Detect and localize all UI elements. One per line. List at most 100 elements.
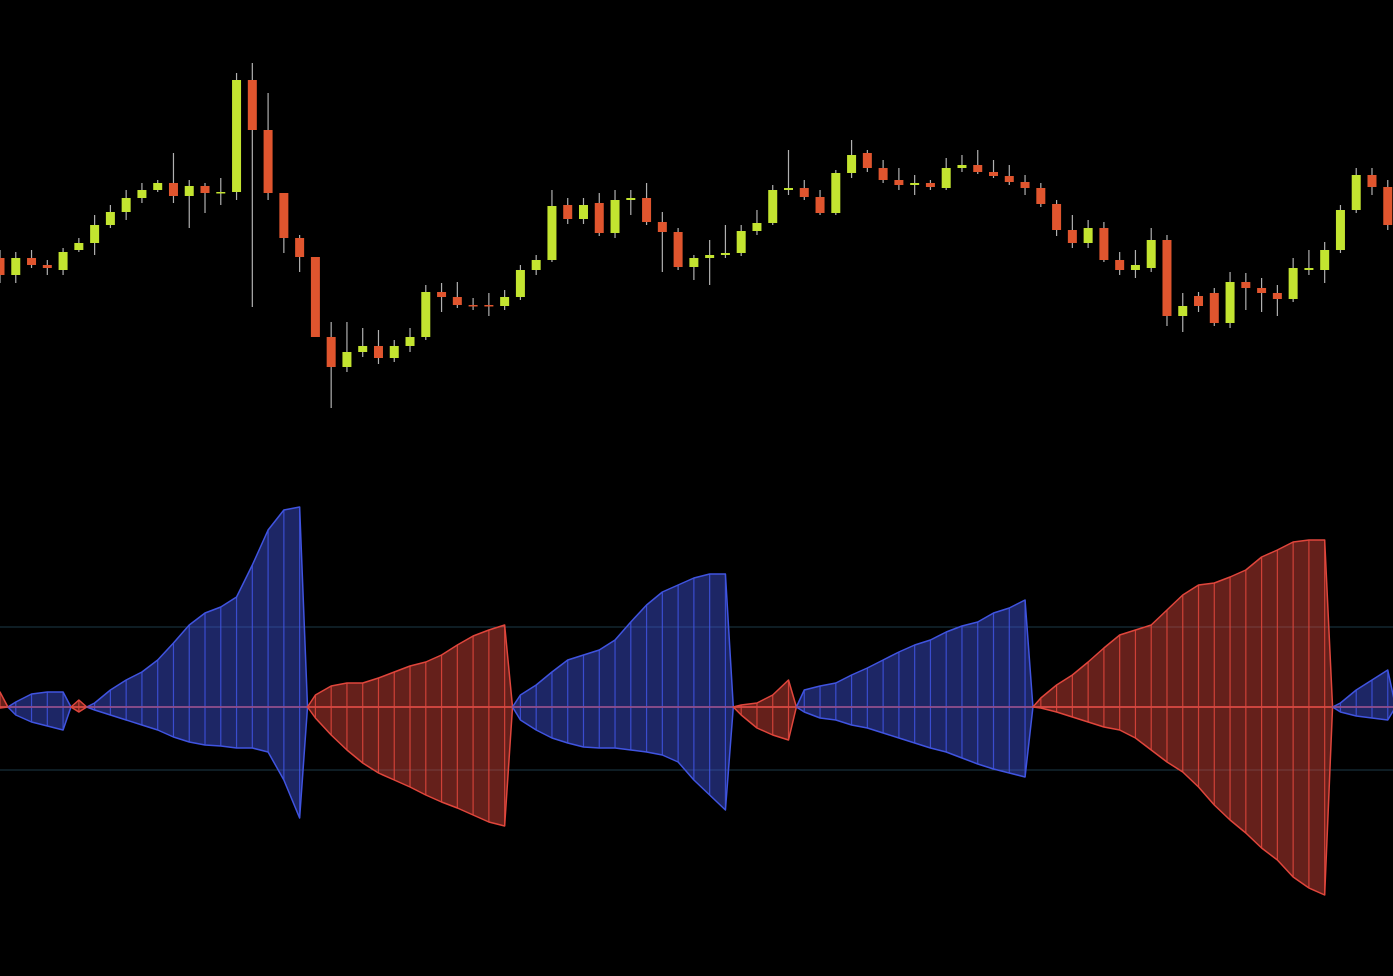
candle-body	[1162, 240, 1172, 316]
candle-body	[642, 198, 652, 222]
candle-body	[925, 183, 935, 187]
candle-body	[941, 168, 951, 188]
candle-body	[989, 172, 999, 176]
oscillator-area	[0, 691, 9, 708]
candle-body	[1115, 260, 1125, 270]
oscillator-area	[85, 706, 309, 819]
candle-body	[1083, 228, 1093, 243]
candle-body	[342, 352, 352, 367]
candle-body	[1335, 210, 1345, 250]
candle-body	[1304, 268, 1314, 270]
candle-body	[1130, 265, 1140, 270]
candle-body	[689, 258, 699, 267]
candle-body	[1052, 204, 1062, 230]
candle-body	[910, 183, 920, 185]
candle-body	[1320, 250, 1330, 270]
candle-body	[11, 258, 21, 275]
oscillator-area	[732, 679, 798, 708]
oscillator-area	[1331, 706, 1393, 721]
candle-body	[894, 180, 904, 185]
candle-body	[720, 253, 730, 255]
candle-body	[295, 238, 305, 257]
candle-body	[42, 265, 52, 268]
candle-body	[358, 346, 368, 352]
candle-body	[1020, 182, 1030, 188]
candle-body	[1272, 293, 1282, 299]
candle-body	[752, 223, 762, 231]
oscillator-area	[1331, 669, 1393, 708]
oscillator-area	[511, 573, 735, 708]
candle-body	[216, 192, 226, 194]
candle-body	[878, 168, 888, 180]
candle-body	[1004, 176, 1014, 182]
candle-body	[105, 212, 115, 225]
candle-body	[515, 270, 525, 297]
candle-body	[578, 205, 588, 219]
candle-body	[279, 193, 289, 238]
candle-body	[1383, 187, 1393, 225]
candle-body	[957, 165, 967, 168]
candle-body	[547, 206, 557, 260]
candle-body	[421, 292, 431, 337]
oscillator-area	[511, 706, 735, 811]
candle-body	[768, 190, 778, 223]
candle-body	[500, 297, 510, 306]
candle-body	[153, 183, 163, 190]
candle-body	[973, 165, 983, 172]
candle-body	[799, 188, 809, 197]
oscillator-area	[1032, 706, 1334, 896]
candle-body	[452, 297, 462, 305]
candle-body	[563, 205, 573, 219]
candle-body	[168, 183, 178, 196]
candle-body	[1209, 293, 1219, 323]
candle-body	[784, 188, 793, 190]
oscillator-area	[732, 706, 798, 741]
oscillator-area	[85, 506, 309, 708]
candle-body	[1194, 296, 1204, 306]
candle-body	[263, 130, 273, 193]
candle-body	[1367, 175, 1377, 187]
candle-body	[705, 255, 715, 258]
oscillator-area	[7, 691, 72, 708]
candle-body	[847, 155, 857, 173]
candle-body	[1099, 228, 1109, 260]
candle-body	[184, 186, 194, 196]
candle-body	[594, 203, 604, 233]
candle-body	[1178, 306, 1188, 316]
candle-body	[437, 292, 447, 297]
candle-body	[310, 257, 320, 337]
candle-body	[232, 80, 242, 192]
candle-body	[1225, 282, 1235, 323]
candle-body	[831, 173, 841, 213]
candle-body	[1241, 282, 1251, 288]
candle-body	[90, 225, 100, 243]
candle-body	[862, 153, 872, 168]
candle-body	[626, 198, 636, 200]
candle-body	[736, 231, 746, 253]
candle-body	[1257, 288, 1267, 293]
candle-body	[468, 305, 478, 307]
candle-body	[673, 232, 683, 267]
candle-body	[1288, 268, 1298, 299]
candle-body	[484, 305, 494, 307]
candle-body	[1036, 188, 1046, 204]
candle-body	[1351, 175, 1361, 210]
candle-body	[531, 260, 541, 270]
candle-body	[326, 337, 336, 367]
oscillator-area	[7, 706, 72, 731]
candle-body	[815, 197, 825, 213]
candle-body	[121, 198, 131, 212]
candle-body	[200, 186, 210, 193]
candle-body	[27, 258, 37, 265]
candle-body	[1067, 230, 1077, 243]
candle-body	[373, 346, 383, 358]
candle-body	[137, 190, 147, 198]
candle-body	[58, 252, 68, 270]
candle-body	[389, 346, 399, 358]
candle-body	[0, 258, 5, 275]
candle-body	[247, 80, 257, 130]
candle-body	[610, 200, 620, 233]
candle-body	[657, 222, 667, 232]
